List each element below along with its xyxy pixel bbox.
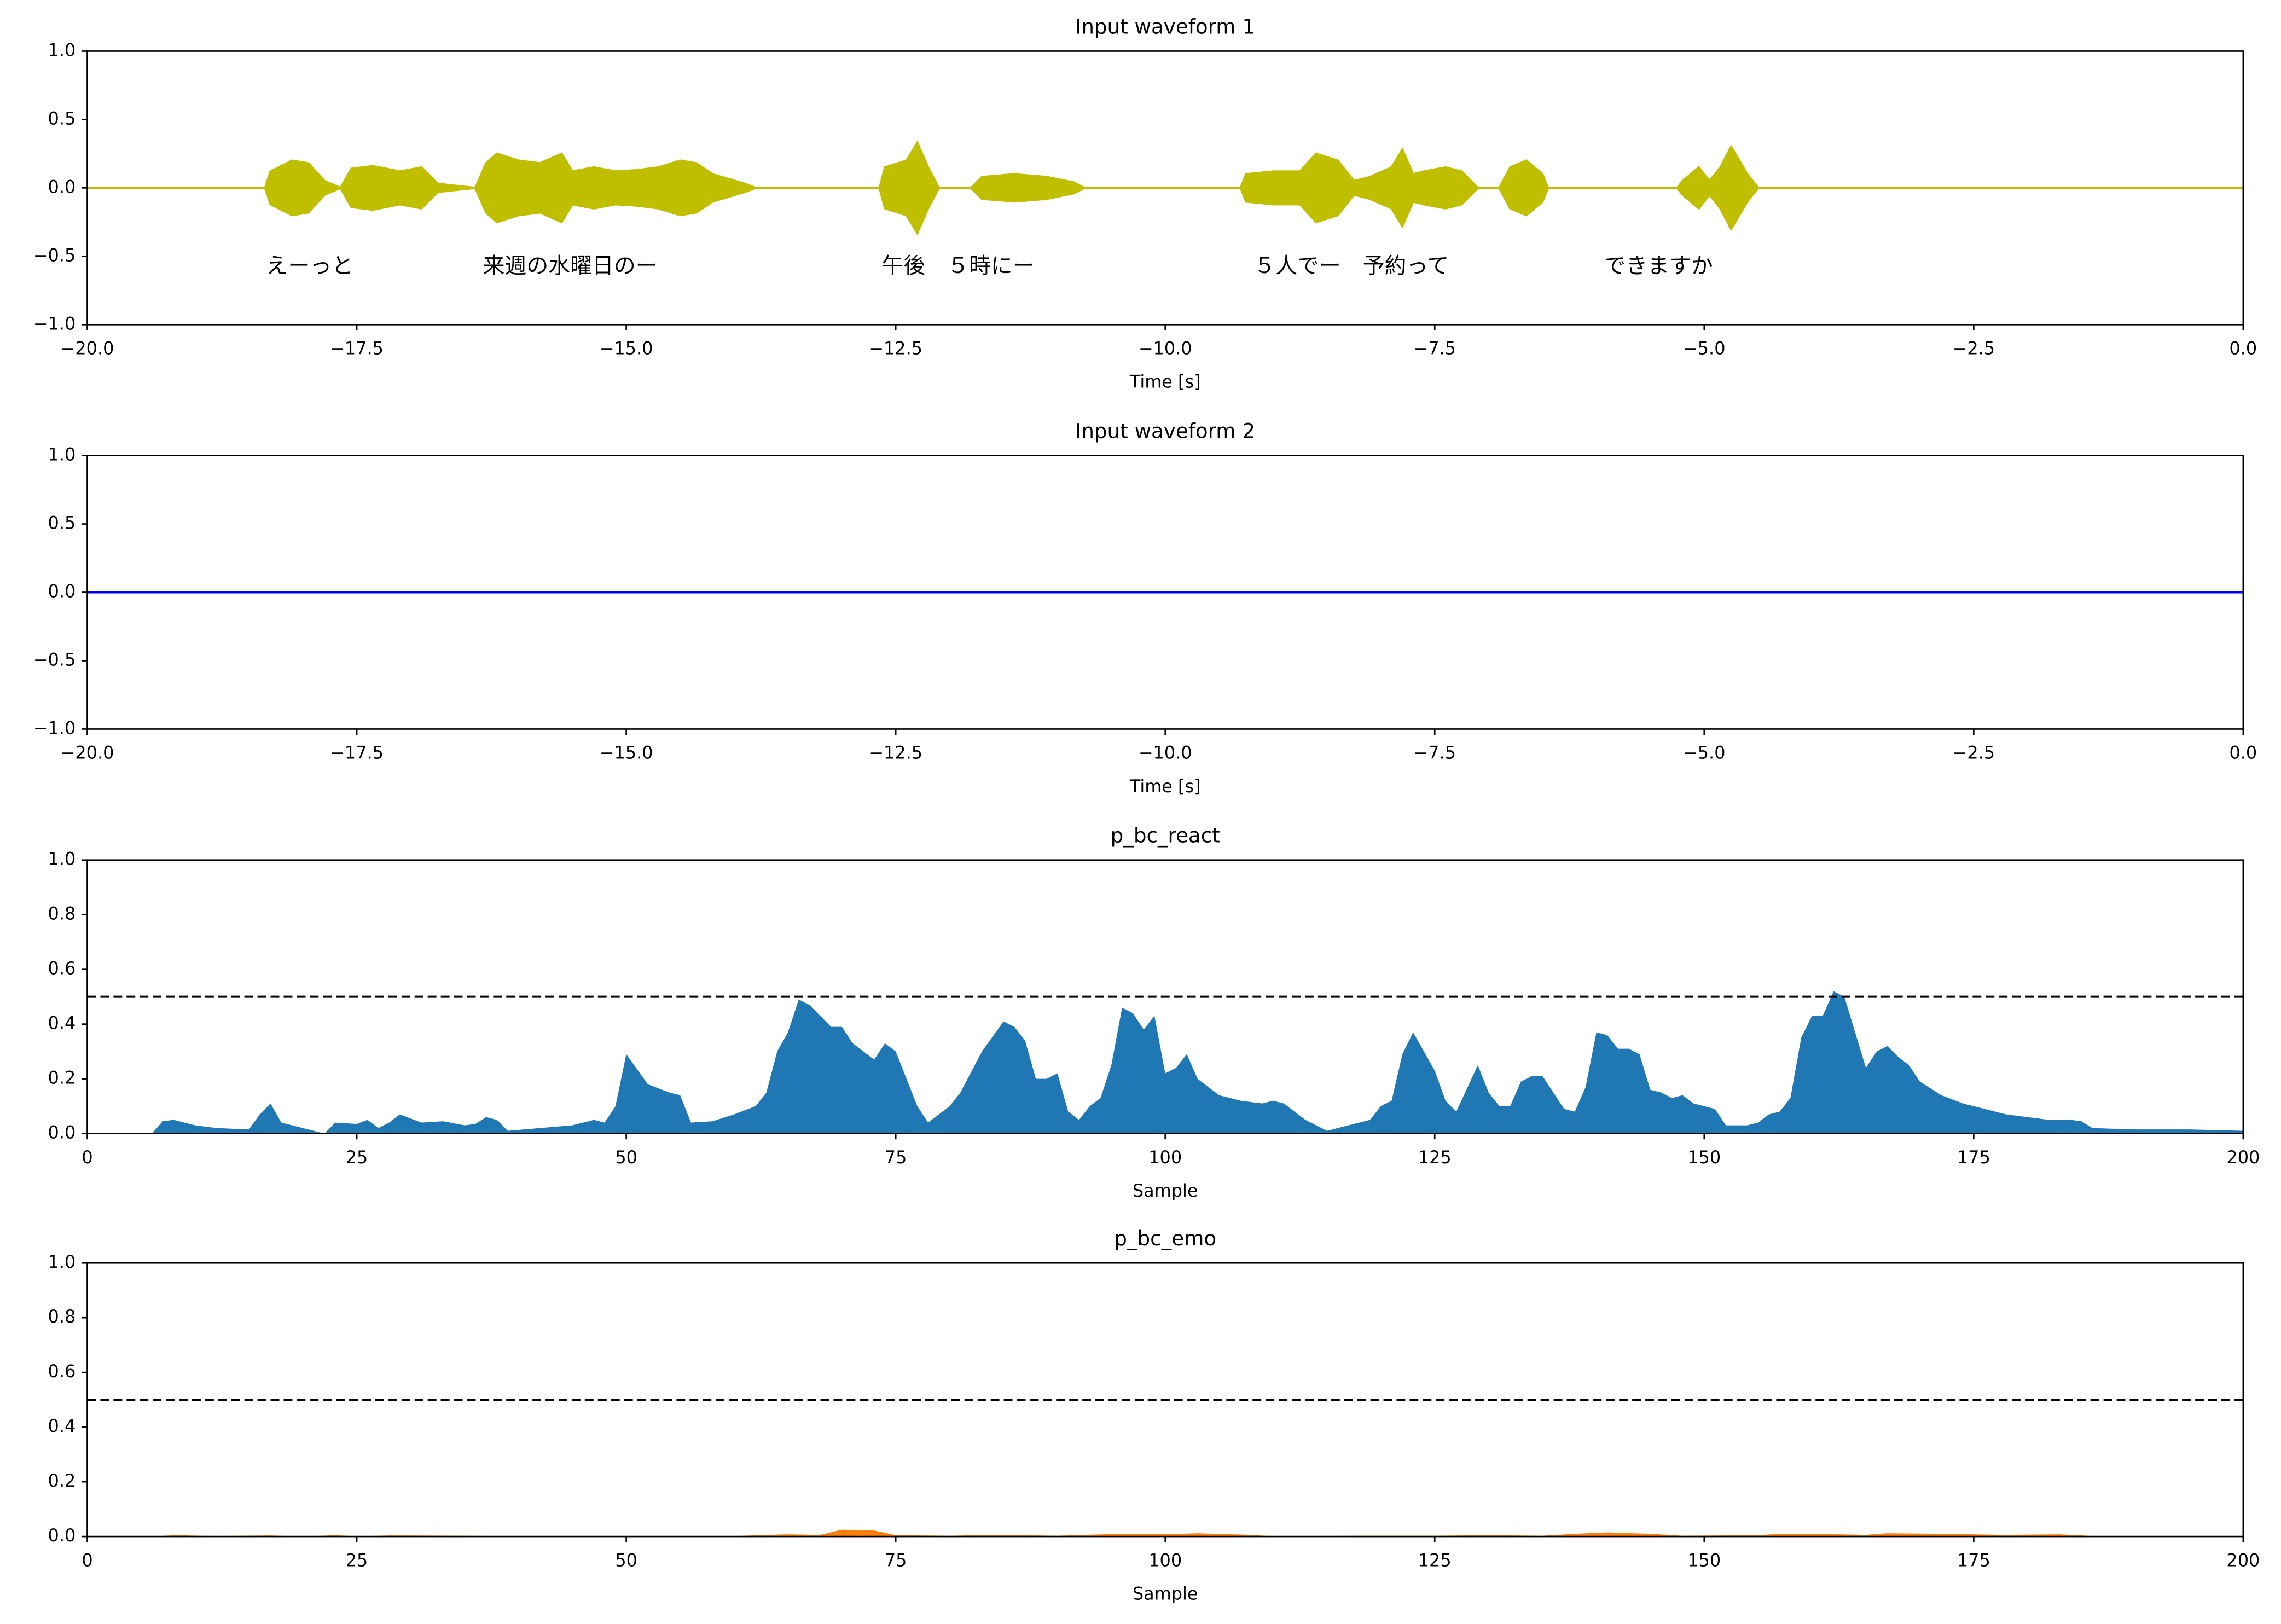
y-tick-label: 0.5 xyxy=(48,513,76,533)
y-tick-label: −0.5 xyxy=(33,245,76,265)
x-tick-label: −2.5 xyxy=(1953,338,1995,359)
annotation: できますか xyxy=(1604,253,1713,279)
y-tick-label: 0.5 xyxy=(48,108,76,129)
y-tick-label: 0.0 xyxy=(48,1122,76,1143)
y-tick-label: 1.0 xyxy=(48,849,76,869)
x-tick-label: −5.0 xyxy=(1683,743,1725,763)
x-tick-label: 0 xyxy=(82,1550,92,1570)
x-tick-label: 50 xyxy=(615,1147,637,1168)
x-tick-label: 0.0 xyxy=(2230,338,2257,359)
waveform-lower xyxy=(87,186,2243,236)
y-tick-label: 0.0 xyxy=(48,1525,76,1546)
area xyxy=(87,1529,2243,1537)
y-tick-label: 1.0 xyxy=(48,444,76,465)
x-tick-label: 0 xyxy=(82,1147,92,1168)
y-tick-label: 0.2 xyxy=(48,1470,76,1491)
x-axis-label: Sample xyxy=(1133,1180,1198,1201)
x-tick-label: 175 xyxy=(1957,1550,1990,1570)
plot-frame xyxy=(86,50,2244,326)
annotation: えーっと xyxy=(266,253,354,279)
y-tick-label: 0.6 xyxy=(48,1361,76,1382)
chart-title: p_bc_react xyxy=(1111,823,1220,848)
y-tick-label: 1.0 xyxy=(48,39,76,60)
x-tick-label: −2.5 xyxy=(1953,743,1995,763)
waveform-upper xyxy=(87,140,2243,189)
x-tick-label: 150 xyxy=(1687,1147,1721,1168)
y-tick-label: 0.8 xyxy=(48,903,76,924)
plot-frame xyxy=(86,455,2244,730)
y-tick-label: 1.0 xyxy=(48,1251,76,1272)
x-tick-label: −17.5 xyxy=(330,743,384,763)
x-tick-label: 75 xyxy=(885,1147,907,1168)
chart-title: p_bc_emo xyxy=(1114,1226,1216,1250)
x-tick-label: −7.5 xyxy=(1414,338,1456,359)
y-tick-label: 0.8 xyxy=(48,1306,76,1327)
x-tick-label: 100 xyxy=(1148,1550,1182,1570)
x-tick-label: −7.5 xyxy=(1414,743,1456,763)
x-axis-label: Time [s] xyxy=(1129,776,1201,797)
annotation: 午後 ５時にー xyxy=(882,253,1035,279)
x-tick-label: −20.0 xyxy=(61,338,114,359)
y-tick-label: −1.0 xyxy=(33,313,76,334)
y-tick-label: −0.5 xyxy=(33,649,76,670)
x-tick-label: 75 xyxy=(885,1550,907,1570)
y-tick-label: 0.0 xyxy=(48,581,76,602)
x-tick-label: −12.5 xyxy=(869,338,922,359)
x-tick-label: −15.0 xyxy=(600,743,653,763)
x-tick-label: 0.0 xyxy=(2230,743,2257,763)
x-tick-label: 125 xyxy=(1418,1550,1452,1570)
x-tick-label: −12.5 xyxy=(869,743,922,763)
x-tick-label: 200 xyxy=(2226,1147,2260,1168)
x-tick-label: 175 xyxy=(1957,1147,1990,1168)
x-tick-label: 200 xyxy=(2226,1550,2260,1570)
x-tick-label: −10.0 xyxy=(1139,338,1192,359)
annotation: 来週の水曜日のー xyxy=(483,253,658,279)
x-tick-label: −5.0 xyxy=(1683,338,1725,359)
x-axis-label: Time [s] xyxy=(1129,372,1201,392)
plot-frame xyxy=(86,859,2244,1134)
x-tick-label: −17.5 xyxy=(330,338,384,359)
x-axis-label: Sample xyxy=(1133,1583,1198,1604)
y-tick-label: 0.0 xyxy=(48,176,76,197)
x-tick-label: −20.0 xyxy=(61,743,114,763)
chart-title: Input waveform 2 xyxy=(1075,419,1255,443)
x-tick-label: −15.0 xyxy=(600,338,653,359)
x-tick-label: 100 xyxy=(1148,1147,1182,1168)
x-tick-label: 25 xyxy=(346,1550,368,1570)
chart-title: Input waveform 1 xyxy=(1075,14,1255,38)
x-tick-label: −10.0 xyxy=(1139,743,1192,763)
y-tick-label: −1.0 xyxy=(33,717,76,738)
y-tick-label: 0.2 xyxy=(48,1068,76,1088)
plot-frame xyxy=(86,1262,2244,1538)
x-tick-label: 125 xyxy=(1418,1147,1452,1168)
area xyxy=(87,991,2243,1134)
annotation: ５人でー 予約って xyxy=(1253,253,1449,279)
y-tick-label: 0.4 xyxy=(48,1013,76,1034)
x-tick-label: 150 xyxy=(1687,1550,1721,1570)
y-tick-label: 0.4 xyxy=(48,1416,76,1436)
x-tick-label: 25 xyxy=(346,1147,368,1168)
x-tick-label: 50 xyxy=(615,1550,637,1570)
y-tick-label: 0.6 xyxy=(48,958,76,979)
